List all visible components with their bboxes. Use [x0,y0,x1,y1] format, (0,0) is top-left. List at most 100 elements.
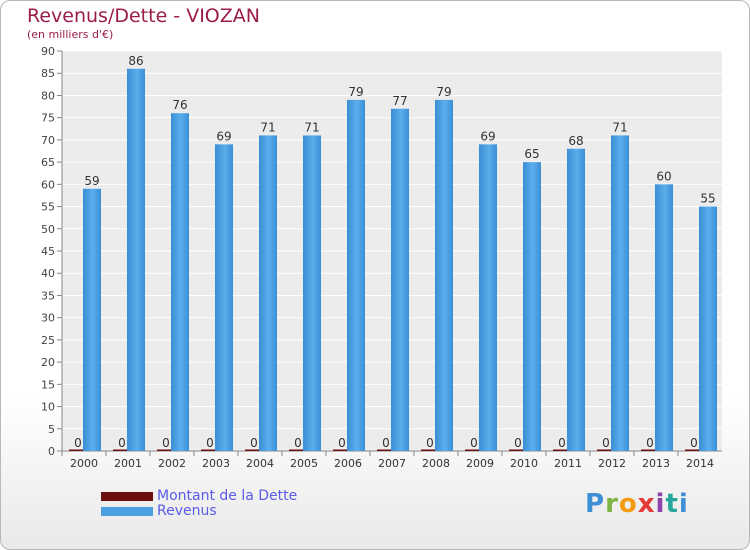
y-tick-label: 70 [41,134,55,147]
data-label-debt: 0 [470,436,478,450]
data-label-debt: 0 [382,436,390,450]
data-label-revenue: 86 [128,54,143,68]
bar-revenue [611,135,629,451]
data-label-revenue: 71 [304,120,319,134]
data-label-revenue: 79 [436,85,451,99]
data-label-revenue: 69 [480,129,495,143]
bar-debt [509,449,527,451]
y-tick-label: 30 [41,312,55,325]
y-tick-label: 35 [41,289,55,302]
legend-label-revenue: Revenus [157,503,217,519]
x-tick-label: 2004 [246,457,274,470]
data-label-debt: 0 [514,436,522,450]
y-tick-label: 25 [41,334,55,347]
bar-debt [553,449,571,451]
bar-debt [685,449,703,451]
chart-subtitle: (en milliers d'€) [27,28,114,41]
data-label-debt: 0 [118,436,126,450]
data-label-revenue: 76 [172,98,187,112]
data-label-debt: 0 [294,436,302,450]
bar-revenue [347,99,365,451]
data-label-revenue: 69 [216,129,231,143]
bar-debt [421,449,439,451]
bar-debt [641,449,659,451]
x-tick-label: 2008 [422,457,450,470]
chart-title: Revenus/Dette - VIOZAN [27,5,260,27]
bar-debt [377,449,395,451]
x-tick-label: 2000 [70,457,98,470]
data-label-debt: 0 [74,436,82,450]
bar-revenue [259,135,277,451]
data-label-revenue: 71 [260,120,275,134]
y-tick-label: 50 [41,223,55,236]
proxiti-logo: Proxiti [585,489,689,519]
bar-revenue [479,144,497,452]
bar-debt [333,449,351,451]
y-tick-label: 45 [41,245,55,258]
bar-revenue [699,206,717,451]
data-label-revenue: 79 [348,85,363,99]
bar-revenue [567,148,585,451]
bar-revenue [435,99,453,451]
bar-revenue [303,135,321,451]
data-label-debt: 0 [206,436,214,450]
x-tick-label: 2002 [158,457,186,470]
x-tick-label: 2014 [686,457,714,470]
bar-revenue [391,108,409,452]
x-tick-label: 2010 [510,457,538,470]
y-tick-label: 10 [41,401,55,414]
y-tick-label: 0 [48,445,55,458]
data-label-debt: 0 [646,436,654,450]
data-label-debt: 0 [250,436,258,450]
y-tick-label: 60 [41,178,55,191]
y-tick-label: 80 [41,89,55,102]
bar-revenue [215,144,233,452]
bar-debt [201,449,219,451]
data-label-revenue: 68 [568,134,583,148]
bar-debt [245,449,263,451]
x-tick-label: 2007 [378,457,406,470]
bar-revenue [127,68,145,452]
x-tick-label: 2009 [466,457,494,470]
x-tick-label: 2005 [290,457,318,470]
y-tick-label: 65 [41,156,55,169]
y-tick-label: 85 [41,67,55,80]
data-label-debt: 0 [602,436,610,450]
y-tick-label: 15 [41,378,55,391]
y-tick-label: 20 [41,356,55,369]
y-tick-label: 90 [41,45,55,58]
x-tick-label: 2011 [554,457,582,470]
data-label-debt: 0 [338,436,346,450]
data-label-debt: 0 [690,436,698,450]
data-label-debt: 0 [162,436,170,450]
legend-label-debt: Montant de la Dette [157,488,298,504]
bar-revenue [523,162,541,451]
bar-debt [69,449,87,451]
x-tick-label: 2013 [642,457,670,470]
data-label-revenue: 55 [700,192,715,206]
data-label-revenue: 65 [524,147,539,161]
bar-debt [465,449,483,451]
x-tick-label: 2001 [114,457,142,470]
y-tick-label: 75 [41,112,55,125]
bar-debt [289,449,307,451]
legend-swatch-debt [101,492,153,501]
x-tick-label: 2003 [202,457,230,470]
data-label-debt: 0 [558,436,566,450]
bar-revenue [83,188,101,451]
bar-debt [113,449,131,451]
y-tick-label: 40 [41,267,55,280]
data-label-revenue: 60 [656,169,671,183]
x-tick-label: 2012 [598,457,626,470]
bar-revenue [655,184,673,452]
data-label-debt: 0 [426,436,434,450]
y-tick-label: 5 [48,423,55,436]
data-label-revenue: 71 [612,120,627,134]
bar-debt [157,449,175,451]
x-tick-label: 2006 [334,457,362,470]
y-tick-label: 55 [41,201,55,214]
bar-revenue [171,113,189,451]
bar-debt [597,449,615,451]
